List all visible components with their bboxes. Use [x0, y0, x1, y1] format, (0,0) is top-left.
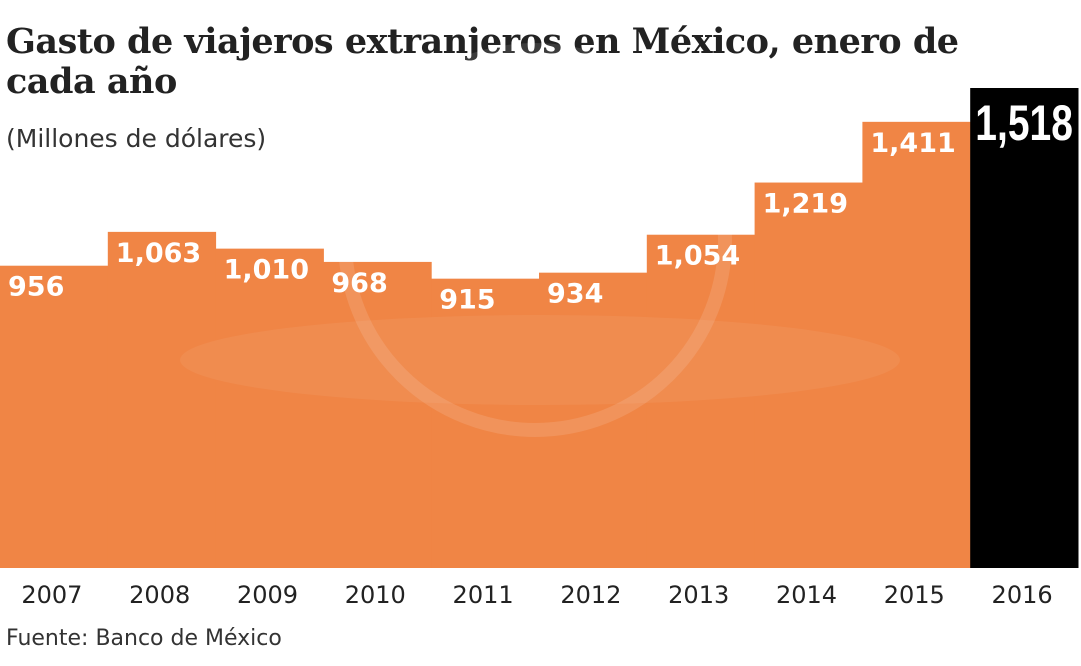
bar-2009: [215, 248, 324, 568]
data-label-2009: 1,010: [224, 255, 309, 286]
watermark-eagle-icon: [180, 315, 900, 405]
bar-2012: [539, 272, 648, 568]
bar-2014: [754, 182, 863, 568]
data-label-2012: 934: [547, 279, 603, 310]
bar-2016: [970, 88, 1079, 568]
data-label-2007: 956: [8, 272, 64, 303]
data-label-2015: 1,411: [870, 128, 955, 159]
bar-2013: [646, 234, 756, 568]
x-tick-label-2008: 2008: [129, 581, 190, 609]
chart-subtitle: (Millones de dólares): [6, 124, 267, 153]
x-tick-label-2014: 2014: [776, 581, 837, 609]
data-label-2010: 968: [331, 268, 387, 299]
x-tick-label-2013: 2013: [668, 581, 729, 609]
data-label-2013: 1,054: [655, 241, 740, 272]
watermark-globe-icon: [338, 43, 732, 437]
x-tick-label-2009: 2009: [237, 581, 298, 609]
bar-2015: [862, 121, 971, 569]
data-label-2014: 1,219: [763, 189, 848, 220]
bar-2010: [323, 261, 432, 568]
x-tick-label-2015: 2015: [884, 581, 945, 609]
x-tick-label-2012: 2012: [560, 581, 621, 609]
x-tick-label-2011: 2011: [453, 581, 514, 609]
chart-source: Fuente: Banco de México: [6, 626, 282, 651]
x-tick-label-2016: 2016: [992, 581, 1053, 609]
bar-2007: [0, 265, 109, 568]
x-tick-label-2010: 2010: [345, 581, 406, 609]
data-label-2016: 1,518: [975, 94, 1073, 151]
bar-2011: [431, 278, 540, 568]
data-label-2011: 915: [439, 285, 495, 316]
x-tick-label-2007: 2007: [21, 581, 82, 609]
data-label-2008: 1,063: [116, 238, 201, 269]
chart-title: Gasto de viajeros extranjeros en México,…: [6, 21, 959, 102]
bar-2008: [107, 231, 217, 568]
